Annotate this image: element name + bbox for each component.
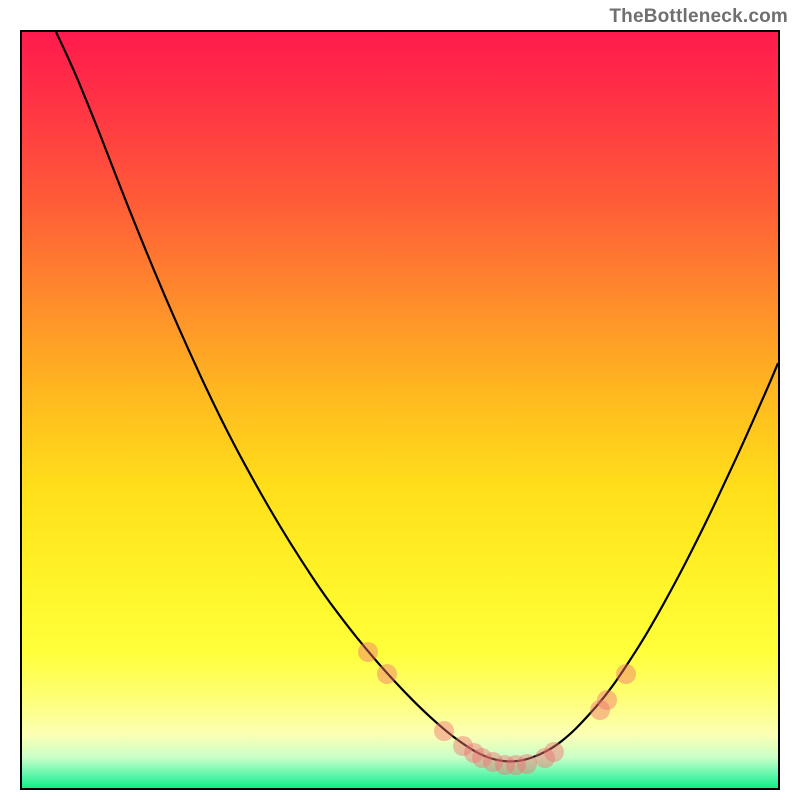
curve-svg — [22, 32, 778, 788]
data-marker — [544, 742, 564, 762]
data-marker — [597, 690, 617, 710]
bottleneck-curve — [56, 32, 778, 761]
chart-container: TheBottleneck.com — [0, 0, 800, 800]
data-marker — [358, 642, 378, 662]
data-marker — [377, 664, 397, 684]
plot-area — [20, 30, 780, 790]
data-marker — [434, 721, 454, 741]
data-marker — [616, 664, 636, 684]
watermark-text: TheBottleneck.com — [609, 6, 788, 28]
